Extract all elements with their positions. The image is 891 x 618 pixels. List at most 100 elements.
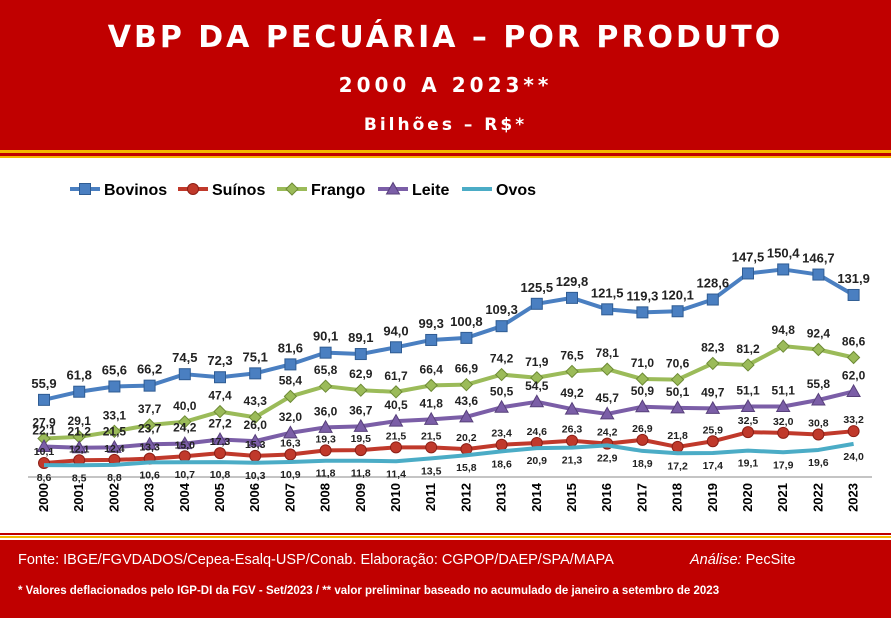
data-label: 21,3 xyxy=(562,455,583,467)
data-point xyxy=(670,400,685,414)
data-point xyxy=(706,356,720,371)
data-point xyxy=(459,377,474,392)
data-label: 22,9 xyxy=(597,452,618,464)
data-point xyxy=(284,448,297,461)
data-point xyxy=(214,447,226,460)
data-point xyxy=(671,440,684,453)
data-point xyxy=(706,293,719,306)
data-label: 75,1 xyxy=(243,349,268,364)
data-point xyxy=(248,410,262,424)
x-tick-label: 2004 xyxy=(177,482,192,512)
data-point xyxy=(319,444,332,457)
data-point xyxy=(775,398,791,412)
data-label: 76,5 xyxy=(560,348,584,362)
data-label: 81,6 xyxy=(278,340,303,355)
line-chart: 2000 2001 2002 2003 2004 2005 2006 2007 2008 2009… xyxy=(28,181,872,512)
data-point xyxy=(495,438,508,451)
data-point xyxy=(108,380,121,393)
x-tick-label: 2003 xyxy=(142,483,157,512)
data-label: 86,6 xyxy=(842,334,866,348)
data-point xyxy=(142,418,157,432)
data-label: 10,1 xyxy=(34,446,55,458)
data-point xyxy=(566,434,578,447)
x-tick-label: 2005 xyxy=(212,483,227,512)
data-point xyxy=(494,367,509,382)
x-tick-label: 2015 xyxy=(564,483,579,512)
data-point xyxy=(318,419,333,433)
data-label: 22,1 xyxy=(32,424,56,438)
data-point xyxy=(530,371,544,385)
x-tick-label: 2006 xyxy=(247,483,262,512)
x-tick-label: 2023 xyxy=(846,483,861,512)
x-tick-label: 2019 xyxy=(705,483,720,512)
data-label: 19,3 xyxy=(315,433,336,445)
analysis-label: Análise: xyxy=(690,552,742,568)
data-label: 26,3 xyxy=(562,424,583,436)
data-label: 30,8 xyxy=(808,417,829,429)
data-point xyxy=(811,392,826,406)
data-point xyxy=(601,303,614,316)
data-point xyxy=(353,418,369,432)
data-label: 17,4 xyxy=(703,460,724,472)
data-point xyxy=(388,413,404,427)
source-value: IBGE/FGVDADOS/Cepea-Esalq-USP/Conab. Ela… xyxy=(63,552,614,568)
data-point xyxy=(776,339,790,353)
source-prefix: Fonte: xyxy=(18,552,60,568)
x-tick-label: 2012 xyxy=(458,483,473,512)
data-label: 32,0 xyxy=(279,410,303,424)
data-label: 125,5 xyxy=(521,280,554,295)
data-point xyxy=(38,393,50,406)
data-point xyxy=(565,364,579,379)
series-line-ovos xyxy=(43,441,854,468)
footnotes: * Valores deflacionados pelo IGP-DI da F… xyxy=(18,585,720,597)
data-label: 21,5 xyxy=(421,430,442,442)
data-point xyxy=(249,367,262,380)
data-label: 19,5 xyxy=(351,433,372,445)
data-label: 49,2 xyxy=(560,386,584,400)
data-label: 129,8 xyxy=(556,274,589,289)
data-label: 43,3 xyxy=(244,394,268,408)
data-label: 32,0 xyxy=(773,416,794,428)
data-label: 24,2 xyxy=(173,421,197,435)
data-label: 23,4 xyxy=(491,428,512,440)
data-label: 13,5 xyxy=(421,465,442,477)
data-point xyxy=(812,428,825,441)
data-point xyxy=(529,394,545,408)
data-point xyxy=(390,441,402,454)
data-point xyxy=(423,411,439,425)
data-label: 10,9 xyxy=(280,469,301,481)
data-label: 40,0 xyxy=(173,399,197,413)
x-tick-label: 2013 xyxy=(494,483,509,512)
data-label: 146,7 xyxy=(802,251,835,266)
data-label: 55,9 xyxy=(31,376,56,391)
data-label: 99,3 xyxy=(419,316,444,331)
data-label: 89,1 xyxy=(348,330,373,345)
data-point xyxy=(460,331,473,344)
data-label: 49,7 xyxy=(701,385,725,399)
header-banner: VBP DA PECUÁRIA – POR PRODUTO 2000 A 202… xyxy=(0,0,891,158)
data-point xyxy=(425,441,438,454)
footer-banner: Fonte: IBGE/FGVDADOS/Cepea-Esalq-USP/Con… xyxy=(0,540,891,618)
data-label: 10,3 xyxy=(245,470,266,482)
data-label: 54,5 xyxy=(525,379,549,393)
data-label: 94,8 xyxy=(772,323,796,337)
x-tick-label: 2001 xyxy=(71,483,86,512)
x-tick-label: 2022 xyxy=(810,483,825,512)
data-label: 45,7 xyxy=(596,391,620,405)
data-point xyxy=(73,385,86,398)
data-label: 43,6 xyxy=(455,394,479,408)
data-label: 150,4 xyxy=(767,245,800,260)
data-point xyxy=(107,439,122,453)
data-label: 27,2 xyxy=(208,416,232,430)
data-point xyxy=(319,346,332,359)
data-point xyxy=(742,426,754,439)
data-label: 62,9 xyxy=(349,367,373,381)
x-tick-label: 2000 xyxy=(36,483,51,512)
data-label: 128,6 xyxy=(697,276,730,291)
x-tick-label: 2009 xyxy=(353,483,368,512)
data-label: 74,2 xyxy=(490,352,514,366)
x-tick-label: 2020 xyxy=(740,483,755,512)
data-label: 32,5 xyxy=(738,415,759,427)
data-point xyxy=(214,371,226,384)
data-label: 109,3 xyxy=(485,302,518,317)
